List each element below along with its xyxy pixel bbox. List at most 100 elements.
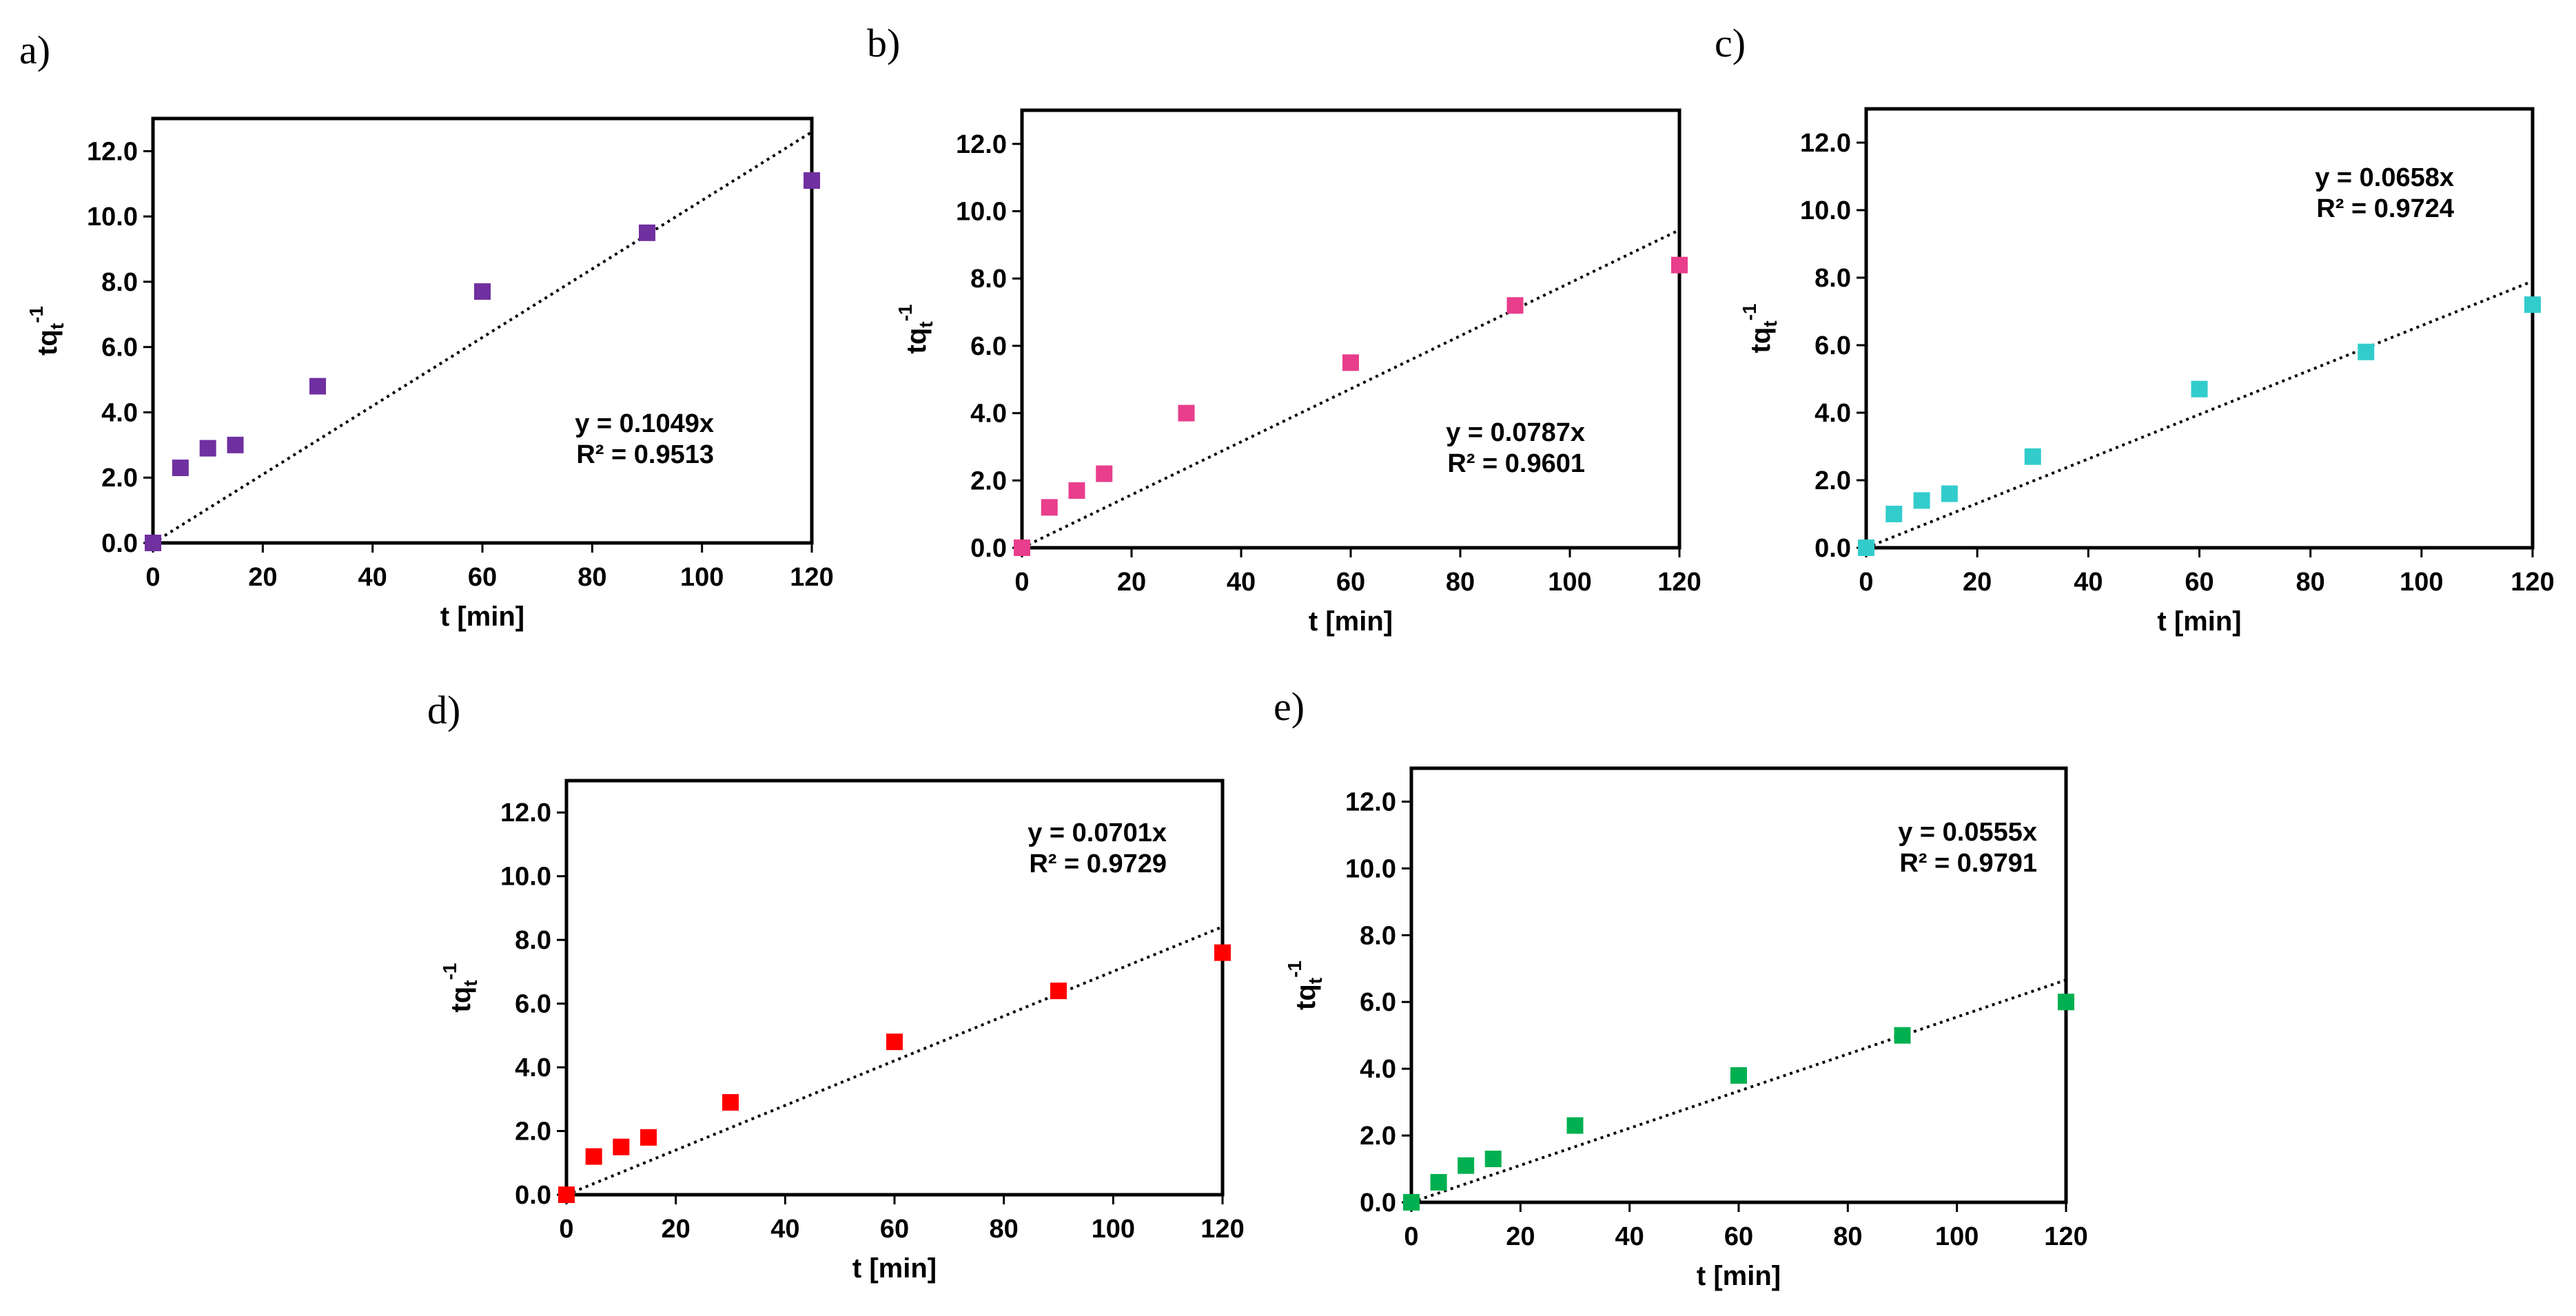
data-point — [1342, 354, 1359, 371]
chart-panel: b) 0 20 40 60 80 100 120 0.0 2.0 4.0 6.0 8.0 10.0 12.0… — [867, 21, 1701, 637]
x-tick-label: 100 — [1092, 1215, 1135, 1244]
data-point — [722, 1093, 739, 1111]
y-tick-label: 8.0 — [970, 265, 1007, 294]
y-tick-label: 10.0 — [87, 203, 138, 232]
plot-frame — [1020, 108, 1681, 550]
x-tick-label: 60 — [1336, 568, 1365, 597]
y-tick-label: 4.0 — [1360, 1055, 1396, 1084]
y-tick-label: 4.0 — [101, 398, 138, 427]
y-axis-title-sub: t — [460, 980, 481, 986]
trendline-r2: R² = 0.9601 — [1447, 449, 1585, 478]
y-tick-label: 0.0 — [1360, 1189, 1396, 1217]
x-tick-label: 20 — [1506, 1222, 1535, 1251]
x-tick-label: 100 — [1548, 568, 1591, 597]
y-tick-label: 6.0 — [970, 332, 1007, 361]
y-tick-label: 12.0 — [87, 137, 138, 166]
y-tick-label: 6.0 — [101, 333, 138, 362]
y-tick-label: 10.0 — [500, 863, 551, 892]
x-tick-label: 120 — [790, 563, 833, 592]
data-point — [1894, 1027, 1911, 1044]
x-tick-label: 40 — [358, 563, 387, 592]
chart-panel: e) 0 20 40 60 80 100 120 0.0 2.0 4.0 6.0 8.0 10.0 12.0… — [1274, 684, 2088, 1291]
trendline — [1021, 228, 1680, 549]
trendline-equation: y = 0.0787x — [1446, 418, 1585, 447]
x-tick-label: 60 — [2185, 568, 2214, 597]
trendline-r2: R² = 0.9724 — [2316, 194, 2454, 223]
y-tick-label: 12.0 — [1345, 788, 1396, 816]
data-point — [1214, 944, 1231, 961]
panel-label: e) — [1274, 684, 1305, 729]
x-tick-label: 100 — [680, 563, 724, 592]
chart-panel: d) 0 20 40 60 80 100 120 0.0 2.0 4.0 6.0 8.0 10.0 12.0… — [427, 688, 1245, 1284]
x-tick-label: 100 — [1935, 1222, 1979, 1251]
y-axis-title: tqt-1 — [1739, 304, 1781, 353]
y-axis-title: tqt-1 — [439, 963, 481, 1013]
x-tick-label: 60 — [1724, 1222, 1753, 1251]
data-point — [474, 283, 491, 300]
trendline-r2: R² = 0.9791 — [1899, 849, 2037, 878]
x-tick-label: 40 — [770, 1215, 799, 1244]
panel-label: d) — [427, 688, 460, 732]
data-point — [1566, 1117, 1584, 1134]
y-axis-title-sup: -1 — [1739, 304, 1760, 321]
data-point — [558, 1186, 575, 1203]
data-point — [1041, 499, 1058, 516]
trendline — [1865, 280, 2533, 549]
data-point — [1458, 1157, 1475, 1174]
x-tick-label: 20 — [662, 1215, 691, 1244]
y-axis-title-sub: t — [915, 321, 937, 327]
y-tick-label: 6.0 — [515, 990, 551, 1019]
y-tick-label: 8.0 — [1360, 921, 1396, 950]
data-point — [613, 1138, 630, 1155]
y-axis-title-main: tq — [32, 329, 63, 356]
trendline-r2: R² = 0.9729 — [1029, 850, 1167, 878]
y-tick-label: 0.0 — [101, 529, 138, 558]
data-point — [199, 440, 216, 457]
x-tick-label: 120 — [1200, 1215, 1244, 1244]
x-tick-label: 80 — [577, 563, 606, 592]
trendline — [152, 130, 813, 544]
y-axis-title-sup: -1 — [1284, 960, 1305, 978]
trendline-equation: y = 0.0658x — [2315, 163, 2454, 192]
y-tick-label: 6.0 — [1360, 988, 1396, 1017]
y-tick-label: 2.0 — [1360, 1122, 1396, 1151]
data-point — [227, 436, 244, 453]
data-point — [1484, 1151, 1502, 1167]
y-tick-label: 10.0 — [1345, 854, 1396, 883]
y-axis-title-sup: -1 — [439, 963, 460, 980]
y-tick-label: 4.0 — [970, 400, 1007, 429]
data-point — [2191, 380, 2208, 398]
x-tick-label: 120 — [2511, 568, 2554, 597]
data-point — [1014, 539, 1030, 556]
y-axis-title-main: tq — [1291, 984, 1321, 1010]
x-tick-label: 80 — [2296, 568, 2325, 597]
x-tick-label: 80 — [1833, 1222, 1862, 1251]
y-tick-label: 10.0 — [1800, 196, 1851, 225]
data-point — [1730, 1067, 1747, 1084]
data-point — [1430, 1173, 1447, 1191]
x-tick-label: 120 — [2044, 1222, 2087, 1251]
y-tick-label: 4.0 — [515, 1053, 551, 1082]
panel-label: a) — [19, 28, 50, 72]
x-tick-label: 0 — [1859, 568, 1873, 597]
data-point — [1068, 482, 1085, 499]
y-axis-title-sub: t — [46, 323, 68, 329]
trendline-equation: y = 0.0701x — [1028, 819, 1167, 847]
x-axis-title: t [min] — [1697, 1261, 1781, 1291]
y-tick-label: 0.0 — [1815, 534, 1851, 563]
data-point — [172, 460, 189, 477]
trendline — [566, 925, 1223, 1196]
x-tick-label: 0 — [145, 563, 160, 592]
y-axis-title-sup: -1 — [895, 305, 916, 322]
chart-panel: a) 0 20 40 60 80 100 120 0.0 2.0 4.0 6.0 8.0 10.0 12.0… — [19, 28, 834, 632]
x-tick-label: 20 — [1963, 568, 1992, 597]
data-point — [1941, 485, 1958, 502]
data-point — [639, 224, 655, 241]
y-axis-title-main: tq — [901, 328, 932, 354]
y-tick-label: 2.0 — [101, 464, 138, 493]
data-point — [1403, 1194, 1420, 1211]
trendline-equation: y = 0.0555x — [1898, 818, 2037, 847]
x-tick-label: 20 — [248, 563, 277, 592]
panel-label: c) — [1715, 21, 1746, 65]
